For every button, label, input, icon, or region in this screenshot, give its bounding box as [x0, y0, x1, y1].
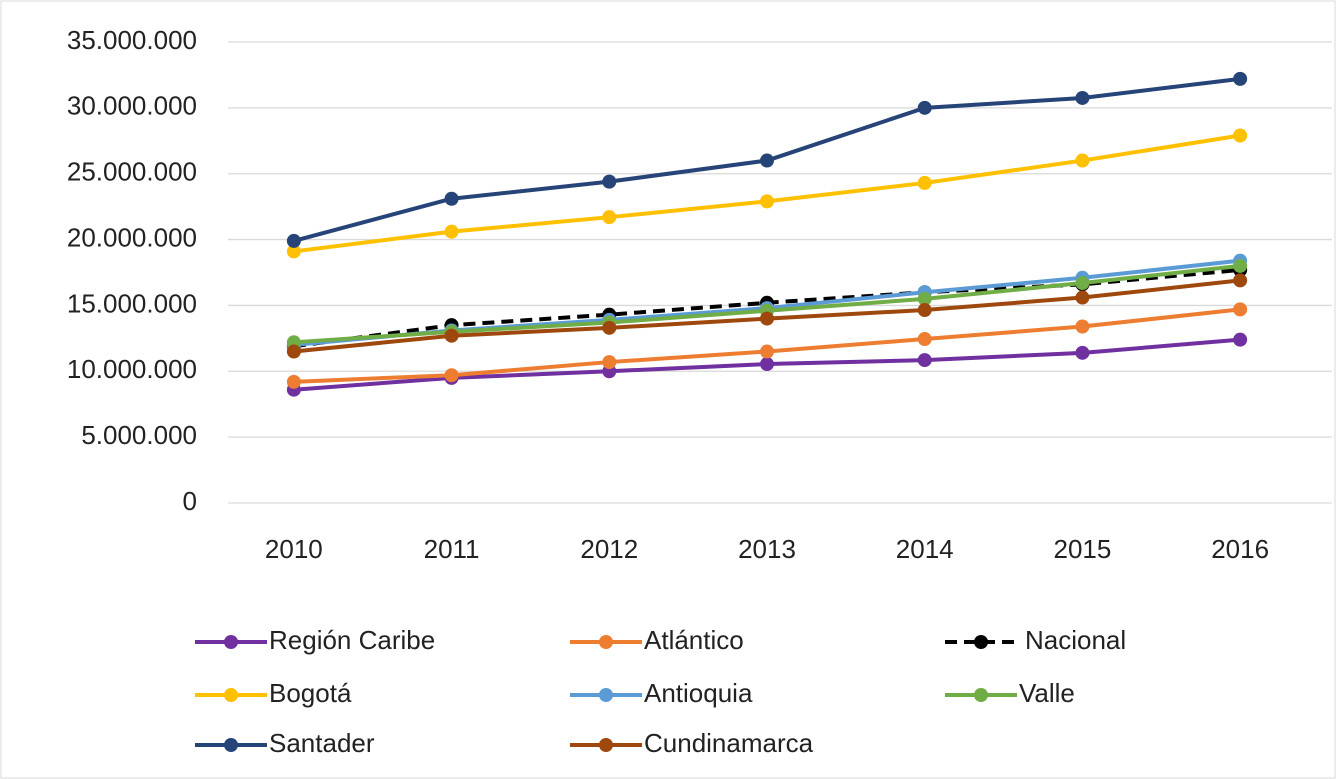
data-point — [444, 191, 459, 206]
x-tick-label: 2012 — [580, 534, 638, 564]
data-point — [1233, 128, 1248, 143]
x-tick-label: 2013 — [738, 534, 796, 564]
y-tick-label: 0 — [183, 486, 197, 516]
data-point — [602, 174, 617, 189]
y-tick-label: 15.000.000 — [67, 288, 197, 318]
legend-label: Atlántico — [644, 625, 744, 655]
data-point — [444, 224, 459, 239]
data-point — [760, 311, 774, 326]
legend-marker — [224, 738, 238, 752]
data-point — [1075, 153, 1090, 168]
data-point — [1233, 302, 1248, 317]
data-point — [917, 303, 932, 318]
data-point — [444, 368, 459, 383]
legend-marker — [599, 738, 613, 752]
legend-marker — [974, 635, 988, 649]
y-tick-label: 35.000.000 — [67, 25, 197, 55]
legend-label: Región Caribe — [269, 625, 435, 655]
data-point — [602, 355, 617, 370]
data-point — [917, 332, 932, 347]
legend-label: Bogotá — [269, 678, 352, 708]
data-point — [917, 175, 932, 190]
x-tick-label: 2014 — [896, 534, 954, 564]
y-tick-label: 25.000.000 — [67, 157, 197, 187]
legend-label: Nacional — [1025, 625, 1126, 655]
y-tick-label: 10.000.000 — [67, 354, 197, 384]
data-point — [917, 353, 932, 368]
data-point — [286, 233, 301, 248]
data-point — [286, 374, 301, 389]
data-point — [760, 153, 774, 168]
data-point — [286, 244, 301, 259]
y-tick-label: 5.000.000 — [81, 420, 197, 450]
data-point — [1075, 90, 1090, 105]
data-point — [1233, 258, 1248, 273]
legend-label: Antioquia — [644, 678, 753, 708]
data-point — [1075, 290, 1090, 305]
data-point — [602, 320, 617, 335]
data-point — [1233, 332, 1248, 347]
data-point — [1233, 71, 1248, 86]
y-tick-label: 30.000.000 — [67, 91, 197, 121]
legend-label: Cundinamarca — [644, 728, 814, 758]
y-tick-label: 20.000.000 — [67, 222, 197, 252]
legend-marker — [599, 635, 613, 649]
legend-label: Santader — [269, 728, 375, 758]
data-point — [760, 194, 774, 209]
data-point — [917, 100, 932, 115]
data-point — [1075, 319, 1090, 334]
legend-marker — [224, 688, 238, 702]
data-point — [1075, 345, 1090, 360]
x-tick-label: 2010 — [265, 534, 323, 564]
data-point — [760, 344, 774, 359]
data-point — [917, 291, 932, 306]
data-point — [1233, 273, 1248, 288]
data-point — [760, 357, 774, 372]
data-point — [286, 344, 301, 359]
legend-marker — [224, 635, 238, 649]
x-tick-label: 2016 — [1211, 534, 1269, 564]
x-tick-label: 2011 — [424, 534, 480, 564]
data-point — [1075, 276, 1090, 291]
legend-marker — [599, 688, 613, 702]
data-point — [602, 210, 617, 225]
legend-label: Valle — [1019, 678, 1075, 708]
x-tick-label: 2015 — [1054, 534, 1112, 564]
data-point — [444, 328, 459, 343]
legend-marker — [974, 688, 988, 702]
